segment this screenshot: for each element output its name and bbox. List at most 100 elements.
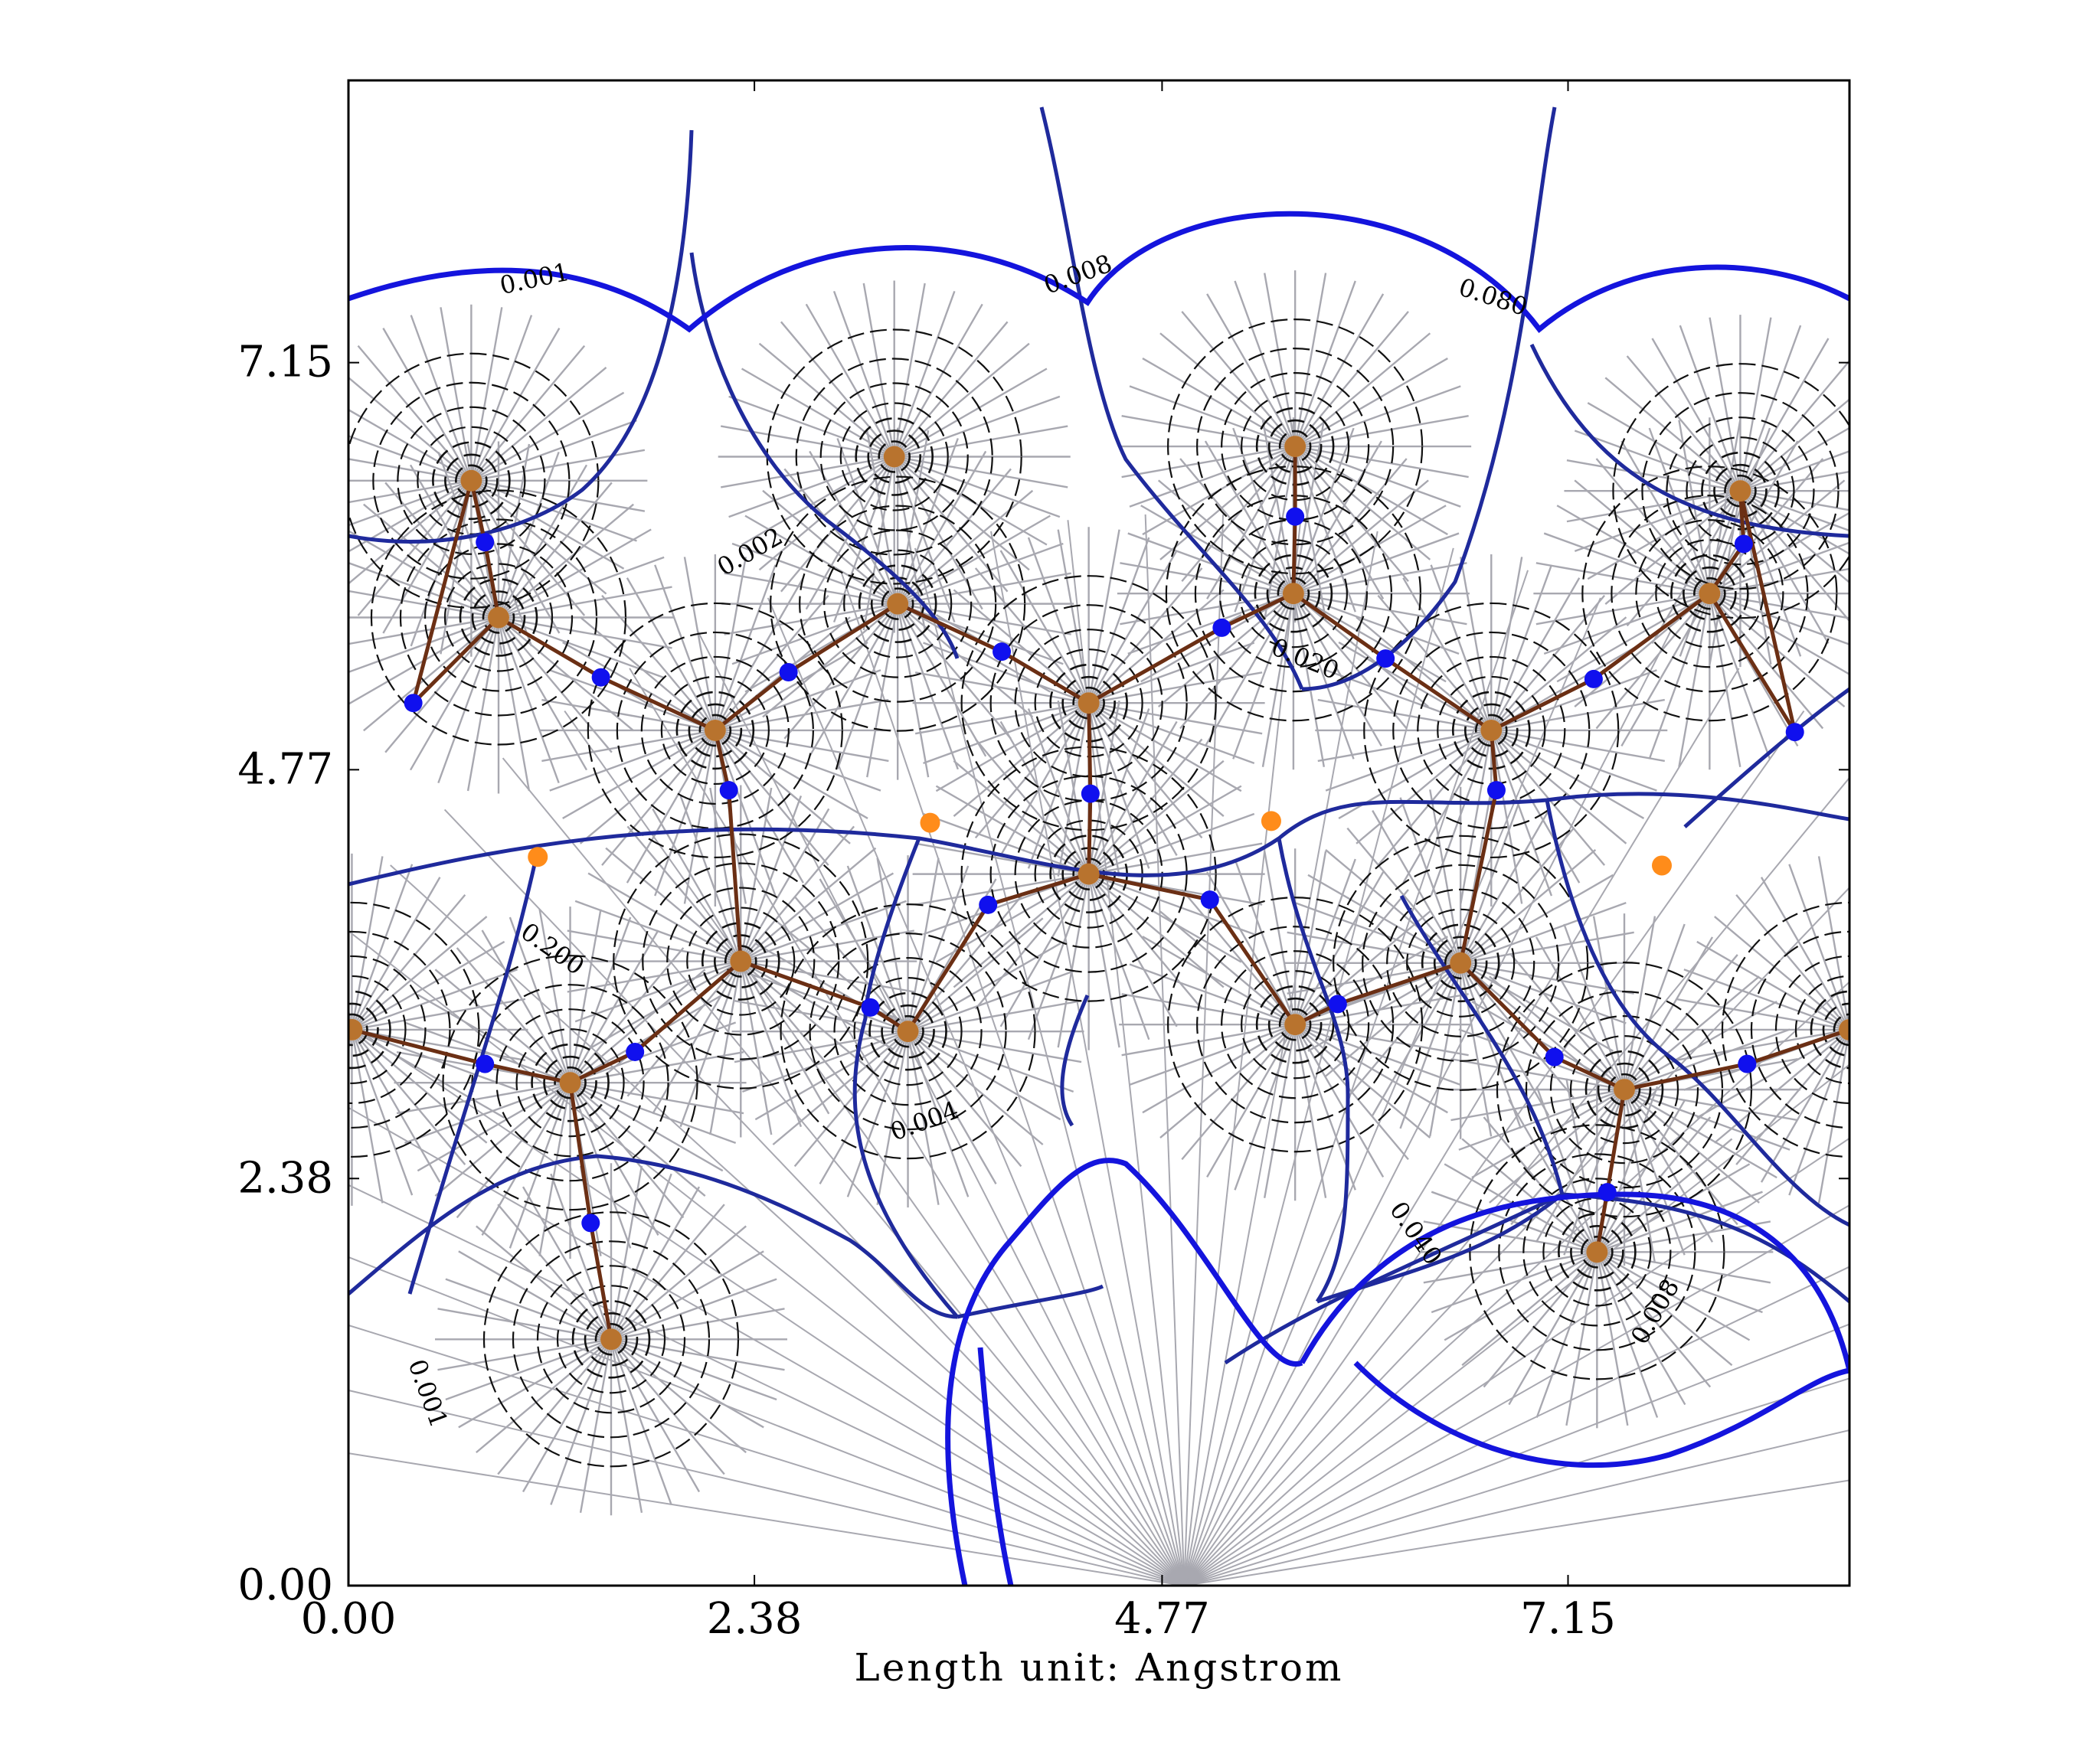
- density-contour: [1774, 955, 1849, 1104]
- nuclear-critical-point: [348, 1018, 363, 1040]
- iso-density-curve: [977, 1347, 1014, 1586]
- bond-critical-point: [1785, 723, 1804, 742]
- density-contour: [867, 430, 922, 484]
- density-contour: [1683, 566, 1737, 621]
- gradient-line: [1543, 532, 1700, 591]
- y-tick-label: 0.00: [237, 1560, 333, 1610]
- density-contour: [1167, 897, 1424, 1153]
- density-contour: [348, 955, 427, 1104]
- bond-critical-point: [861, 998, 880, 1017]
- gradient-line: [902, 612, 987, 757]
- ring-critical-point: [1261, 811, 1281, 831]
- gradient-line: [538, 1093, 570, 1256]
- zero-flux-surface: [1316, 894, 1565, 1304]
- gradient-line: [1183, 710, 1805, 1586]
- zero-flux-surface: [1683, 687, 1849, 828]
- zero-flux-surface: [348, 1154, 958, 1319]
- gradient-line: [1121, 1025, 1285, 1057]
- gradient-line: [1183, 668, 1740, 1586]
- gradient-line: [1676, 1031, 1840, 1062]
- gradient-line: [629, 668, 1185, 1586]
- bond-critical-point: [1328, 995, 1347, 1014]
- density-contour: [701, 922, 780, 1001]
- density-contour: [613, 833, 869, 1089]
- gradient-line: [1750, 450, 1849, 488]
- bond-path: [1291, 516, 1297, 594]
- gradient-line: [1098, 642, 1255, 701]
- nuclear-critical-point: [488, 606, 509, 629]
- gradient-line: [620, 1344, 764, 1429]
- gradient-line: [734, 1032, 898, 1063]
- bond-critical-point: [779, 662, 798, 681]
- nuclear-critical-point: [1078, 692, 1100, 714]
- gradient-line: [907, 542, 1064, 601]
- gradient-line: [990, 531, 1185, 1586]
- gradient-line: [1183, 1323, 1849, 1586]
- gradient-line: [1184, 1377, 1849, 1586]
- gradient-line: [502, 626, 588, 771]
- gradient-line: [1097, 707, 1242, 792]
- gradient-line: [1294, 901, 1451, 961]
- gradient-line: [1718, 598, 1849, 676]
- gradient-line: [1184, 1479, 1849, 1586]
- bond-critical-point: [1286, 507, 1305, 526]
- density-contour: [1822, 1002, 1849, 1057]
- density-contour: [443, 563, 554, 672]
- gradient-line: [1574, 430, 1731, 488]
- bond-path: [1592, 592, 1711, 681]
- nuclear-critical-point: [887, 593, 909, 615]
- gradient-line: [384, 625, 492, 753]
- gradient-line: [579, 1087, 724, 1172]
- bond-path: [1738, 490, 1797, 733]
- density-contour: [868, 991, 947, 1071]
- density-contour: [1612, 363, 1849, 619]
- density-contour: [348, 1013, 368, 1047]
- density-contour: [571, 1299, 651, 1379]
- nuclear-critical-point: [1282, 583, 1304, 605]
- density-contour: [1522, 1178, 1672, 1327]
- gradient-line: [999, 720, 1084, 866]
- gradient-line: [1304, 385, 1461, 444]
- density-contour: [891, 1014, 924, 1048]
- gradient-line: [481, 419, 637, 479]
- gradient-line: [522, 1186, 607, 1331]
- bond-path: [1605, 1089, 1627, 1193]
- gradient-line: [497, 1347, 605, 1475]
- gradient-line: [1184, 1429, 1849, 1586]
- bond-paths: [351, 446, 1849, 1340]
- bond-path: [906, 903, 990, 1033]
- gradient-line: [396, 1083, 560, 1115]
- bond-critical-point: [1598, 1183, 1617, 1202]
- density-contour: [348, 975, 407, 1084]
- ring-critical-point: [920, 812, 940, 833]
- gradient-line: [1429, 973, 1460, 1137]
- density-contour: [1267, 419, 1323, 474]
- density-contour: [770, 475, 1026, 732]
- density-contour: [556, 1285, 666, 1394]
- density-contour: [1833, 1013, 1849, 1047]
- density-contour: [881, 1004, 935, 1059]
- gradient-line: [348, 1256, 1185, 1586]
- gradient-line: [1458, 1028, 1615, 1087]
- nuclear-critical-point: [730, 950, 752, 972]
- bond-critical-point: [993, 642, 1012, 662]
- nuclear-critical-point: [1450, 952, 1472, 974]
- density-contour: [1451, 691, 1531, 770]
- gradient-line: [1633, 1094, 1777, 1179]
- density-contour: [1254, 554, 1333, 633]
- iso-density-curve: [348, 211, 1849, 334]
- nuclear-critical-point: [1839, 1018, 1849, 1040]
- gradient-line: [1469, 967, 1614, 1052]
- bond-critical-point: [1584, 669, 1603, 688]
- gradient-line: [1264, 1034, 1294, 1198]
- density-contour: [1794, 975, 1849, 1084]
- gradient-line: [626, 969, 735, 1097]
- gradient-line: [999, 550, 1084, 694]
- gradient-line: [541, 731, 705, 763]
- gradient-line: [1183, 1266, 1849, 1586]
- gradient-line: [728, 395, 885, 454]
- gradient-line: [1372, 810, 1457, 955]
- zero-flux-surface: [1545, 799, 1849, 1227]
- gradient-line: [1144, 514, 1185, 1586]
- gradient-line: [502, 757, 1185, 1586]
